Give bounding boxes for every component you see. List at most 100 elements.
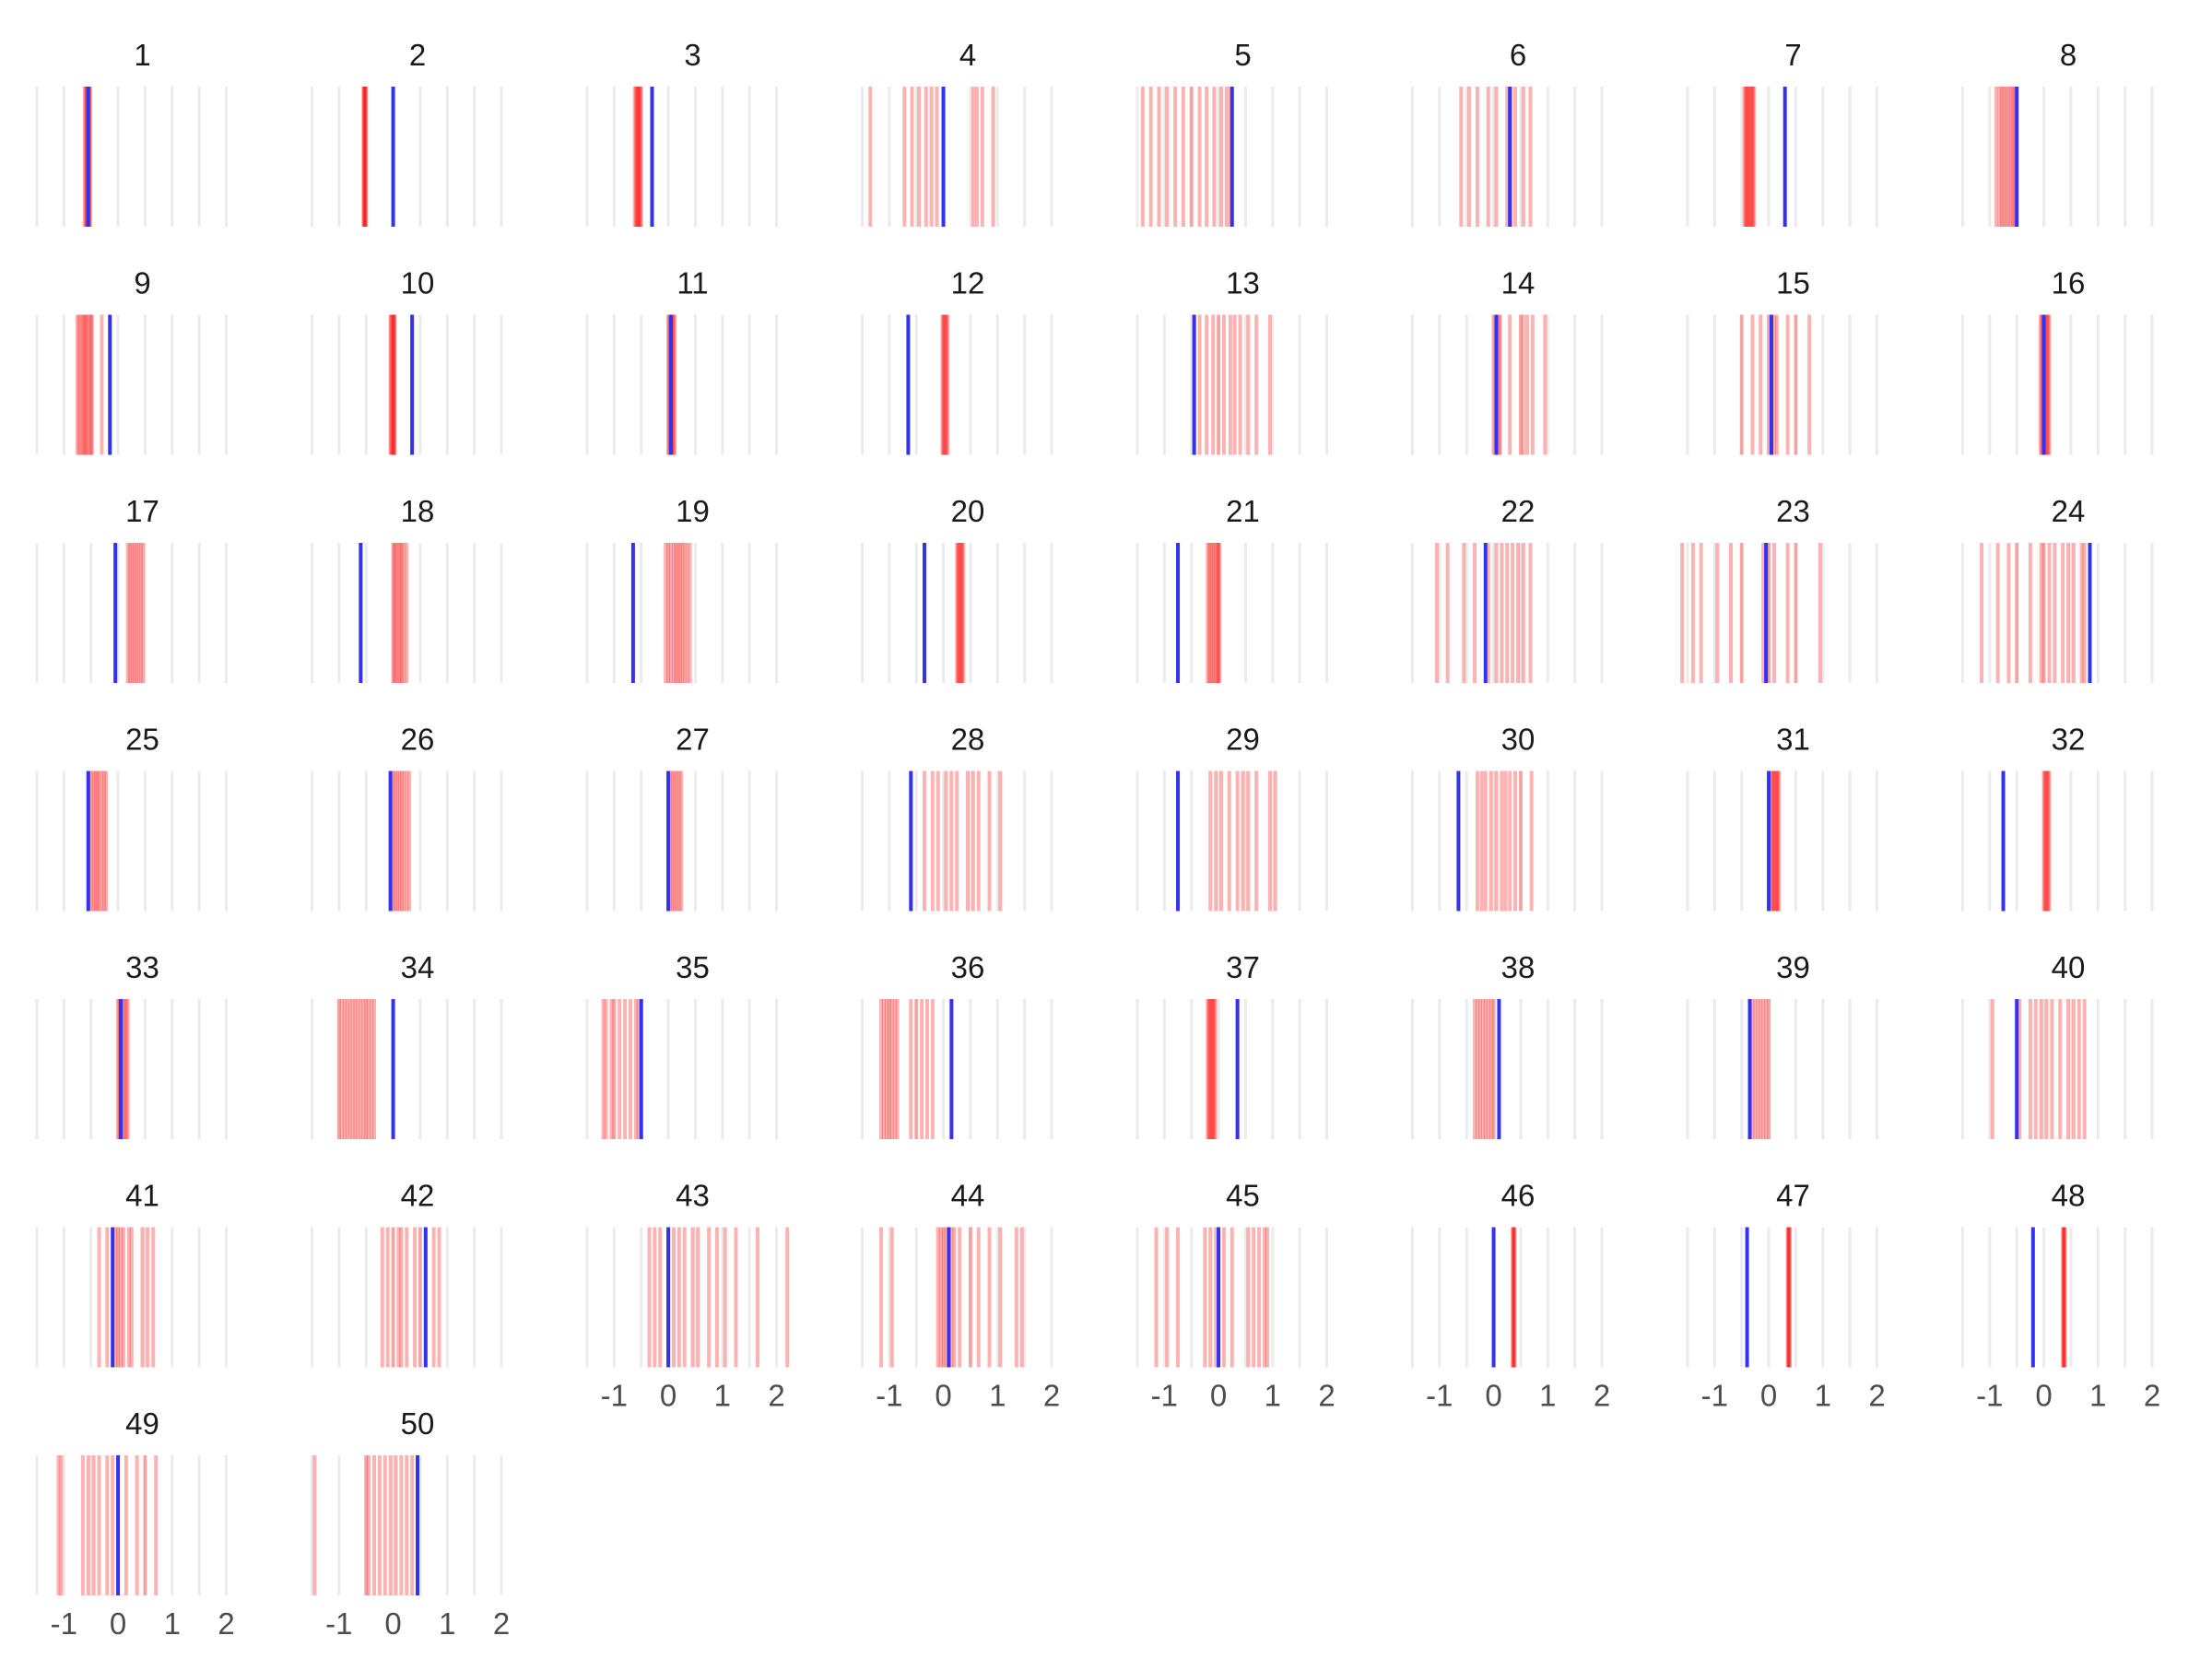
panel-title: 38 (1501, 950, 1535, 984)
panel-21: 21 (1135, 494, 1329, 683)
panel-49: 49 -1 0 1 2 (35, 1406, 235, 1641)
panel-12: 12 (861, 266, 1053, 455)
panel-title: 13 (1226, 266, 1260, 300)
panel-6: 6 (1411, 38, 1604, 227)
panel-title: 24 (2052, 494, 2086, 528)
panel-title: 31 (1776, 723, 1810, 757)
panel-title: 6 (1510, 38, 1526, 72)
panel-title: 49 (125, 1406, 159, 1441)
panel-34: 34 (311, 950, 503, 1139)
panel-8: 8 (1961, 38, 2154, 227)
panel-title: 20 (951, 494, 985, 528)
panel-title: 32 (2052, 723, 2086, 757)
x-tick-label: 1 (1265, 1379, 1281, 1413)
panel-title: 2 (409, 38, 426, 72)
panel-10: 10 (311, 266, 503, 455)
x-tick-label: 1 (439, 1606, 455, 1641)
x-tick-label: 0 (1760, 1379, 1777, 1413)
panel-title: 8 (2060, 38, 2077, 72)
x-tick-label: 1 (1539, 1379, 1556, 1413)
panel-title: 7 (1784, 38, 1801, 72)
panel-50: 50 -1 0 1 2 (311, 1406, 510, 1641)
panel-43: 43 -1 0 1 2 (585, 1179, 790, 1413)
panel-40: 40 (1961, 950, 2154, 1139)
panel-13: 13 (1135, 266, 1329, 455)
panel-title: 35 (676, 950, 710, 984)
panel-title: 45 (1226, 1179, 1260, 1213)
panel-28: 28 (861, 723, 1053, 912)
panel-title: 17 (125, 494, 159, 528)
panel-title: 27 (676, 723, 710, 757)
x-tick-label: 2 (1868, 1379, 1885, 1413)
panel-16: 16 (1961, 266, 2154, 455)
panel-45: 45 -1 0 1 2 (1135, 1179, 1335, 1413)
panel-title: 34 (401, 950, 435, 984)
panel-5: 5 (1135, 38, 1329, 227)
panel-title: 46 (1501, 1179, 1535, 1213)
panel-title: 9 (134, 266, 150, 300)
panel-41: 41 (35, 1179, 229, 1368)
panel-title: 48 (2052, 1179, 2086, 1213)
panel-39: 39 (1686, 950, 1879, 1139)
panel-title: 42 (401, 1179, 435, 1213)
panel-title: 41 (125, 1179, 159, 1213)
panel-title: 12 (951, 266, 985, 300)
panel-31: 31 (1686, 723, 1879, 912)
panel-11: 11 (585, 266, 779, 455)
x-tick-label: 0 (1210, 1379, 1227, 1413)
x-tick-label: -1 (601, 1379, 628, 1413)
panel-title: 44 (951, 1179, 985, 1213)
panel-44: 44 -1 0 1 2 (861, 1179, 1060, 1413)
panel-title: 30 (1501, 723, 1535, 757)
panel-42: 42 (311, 1179, 503, 1368)
x-tick-label: 2 (1318, 1379, 1335, 1413)
panel-19: 19 (585, 494, 779, 683)
panel-title: 36 (951, 950, 985, 984)
panel-22: 22 (1411, 494, 1604, 683)
panel-title: 37 (1226, 950, 1260, 984)
panel-title: 39 (1776, 950, 1810, 984)
x-tick-label: 0 (1485, 1379, 1501, 1413)
panel-title: 19 (676, 494, 710, 528)
panel-title: 1 (134, 38, 150, 72)
x-tick-label: 2 (1043, 1379, 1060, 1413)
panel-15: 15 (1686, 266, 1879, 455)
panel-7: 7 (1686, 38, 1879, 227)
panel-20: 20 (861, 494, 1053, 683)
panel-title: 4 (959, 38, 976, 72)
x-tick-label: 1 (164, 1606, 181, 1641)
panel-title: 18 (401, 494, 435, 528)
panel-title: 16 (2052, 266, 2086, 300)
panel-title: 3 (684, 38, 700, 72)
panel-17: 17 (35, 494, 229, 683)
x-tick-label: -1 (1701, 1379, 1728, 1413)
panel-title: 11 (677, 266, 708, 300)
x-tick-label: 1 (2089, 1379, 2106, 1413)
x-tick-label: 2 (1594, 1379, 1610, 1413)
panel-35: 35 (585, 950, 779, 1139)
x-tick-label: -1 (1151, 1379, 1178, 1413)
x-tick-label: 0 (2035, 1379, 2052, 1413)
x-tick-label: 0 (110, 1606, 126, 1641)
panel-46: 46 -1 0 1 2 (1411, 1179, 1610, 1413)
panel-title: 28 (951, 723, 985, 757)
panel-title: 43 (676, 1179, 710, 1213)
x-tick-label: 1 (714, 1379, 731, 1413)
x-tick-label: 2 (768, 1379, 784, 1413)
panel-27: 27 (585, 723, 779, 912)
panel-title: 23 (1776, 494, 1810, 528)
x-tick-label: 2 (2144, 1379, 2160, 1413)
panel-title: 29 (1226, 723, 1260, 757)
panel-4: 4 (861, 38, 1053, 227)
panel-23: 23 (1680, 494, 1879, 683)
panel-title: 40 (2052, 950, 2086, 984)
panel-32: 32 (1961, 723, 2154, 912)
panel-title: 33 (125, 950, 159, 984)
panel-title: 15 (1776, 266, 1810, 300)
x-tick-label: -1 (51, 1606, 77, 1641)
x-tick-label: -1 (1426, 1379, 1453, 1413)
panel-title: 21 (1226, 494, 1260, 528)
x-tick-label: 0 (660, 1379, 677, 1413)
x-tick-label: -1 (1976, 1379, 2003, 1413)
